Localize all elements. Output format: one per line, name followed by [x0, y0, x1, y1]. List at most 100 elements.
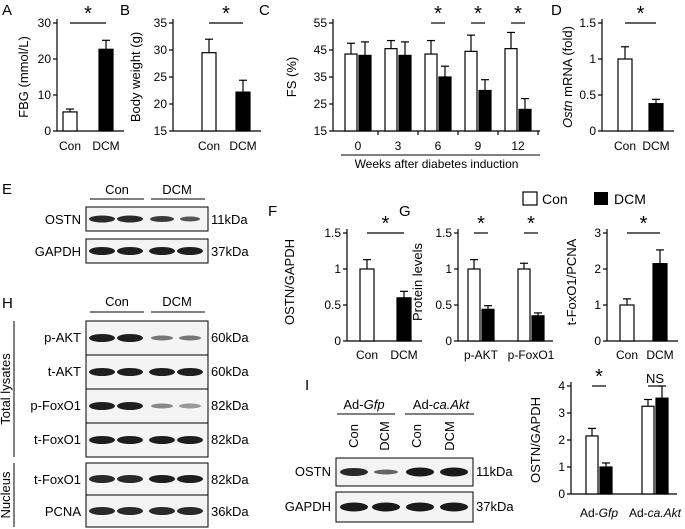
blot-band [179, 403, 201, 409]
y-tick-label: 4 [558, 379, 565, 393]
y-tick-label: 3 [558, 406, 565, 420]
significance-label: * [84, 3, 92, 25]
blot-band [150, 216, 174, 222]
panel-letter-c: C [259, 2, 270, 19]
chart-bar [62, 111, 78, 132]
blot-band [179, 335, 201, 341]
y-axis-label: Body weight (g) [128, 32, 143, 122]
blot-h: Con DCM p-AKT t-AKT p-FoxO1 t-FoxO1 t-Fo… [0, 294, 249, 528]
chart-bar [478, 89, 492, 132]
significance-label: * [637, 3, 645, 25]
y-axis-label: t-FoxO1/PCNA [564, 238, 579, 325]
blot-band [89, 368, 115, 376]
blot-band [340, 502, 368, 512]
chart-bar [98, 48, 114, 132]
chart-bar [344, 53, 358, 132]
significance-label: NS [646, 371, 664, 386]
blot-band [340, 468, 368, 476]
blot-band [89, 334, 115, 342]
y-tick-label: 45 [314, 43, 328, 57]
y-tick-label: 1 [445, 262, 452, 276]
blot-h-label: t-FoxO1 [34, 432, 81, 447]
y-tick-label: 0.5 [435, 298, 452, 312]
chart-bar [398, 54, 412, 132]
blot-band [149, 368, 175, 376]
chart-bar [655, 397, 669, 495]
panel-letter-d: D [551, 2, 562, 19]
y-tick-label: 30 [154, 43, 168, 57]
chart-bar [384, 48, 398, 132]
blot-band [149, 475, 175, 483]
y-tick-label: 1 [594, 298, 601, 312]
y-tick-label: 0 [594, 334, 601, 348]
category-label: Ad-Gfp [580, 506, 618, 520]
blot-h-kda: 82kDa [211, 472, 249, 487]
chart-bar [648, 103, 664, 132]
y-tick-label: 55 [314, 16, 328, 30]
blot-band [149, 436, 175, 444]
chart-bar [235, 91, 251, 132]
blot-e-label-gapdh: GAPDH [35, 244, 81, 259]
blot-band [89, 402, 115, 410]
chart-bar [518, 108, 532, 132]
y-tick-label: 0.5 [579, 88, 596, 102]
category-label: Ad-ca.Akt [629, 506, 682, 520]
chart-bar [201, 52, 217, 132]
chart-bar [517, 268, 531, 342]
blot-e: Con DCM OSTN GAPDH 11kDa 37kDa [35, 182, 249, 264]
chart-bar [599, 466, 613, 495]
blot-band [374, 469, 398, 475]
legend-swatch-dcm [594, 192, 608, 205]
blot-i-label-ostn: OSTN [295, 464, 331, 479]
blot-i-lane-label: DCM [377, 421, 392, 451]
chart-bar [396, 297, 412, 342]
y-tick-label: 15 [314, 124, 328, 138]
y-axis-label: OSTN/GAPDH [528, 397, 543, 483]
y-tick-label: 35 [154, 16, 168, 30]
blot-i-kda-gapdh: 37kDa [476, 499, 514, 514]
category-label: DCM [646, 348, 673, 362]
x-axis-label: Weeks after diabetes induction [355, 157, 519, 171]
chart-bar [641, 405, 655, 495]
blot-band [117, 475, 143, 483]
y-tick-label: 15 [154, 124, 168, 138]
y-tick-label: 1 [558, 460, 565, 474]
y-tick-label: 0 [334, 334, 341, 348]
category-label: DCM [642, 139, 669, 153]
blot-e-kda-gapdh: 37kDa [211, 244, 249, 259]
category-label: DCM [92, 139, 119, 153]
blot-band [149, 247, 175, 255]
significance-label: * [477, 213, 485, 235]
y-tick-label: 25 [314, 97, 328, 111]
blot-e-group-con: Con [105, 182, 129, 197]
significance-label: * [595, 366, 603, 388]
chart-bar [504, 48, 518, 132]
blot-band [89, 215, 115, 223]
chart-bar [617, 58, 633, 132]
blot-band [440, 502, 468, 512]
blot-band [117, 215, 143, 223]
blot-band [177, 368, 203, 376]
category-label: p-AKT [464, 348, 499, 362]
panel-letter-b: B [120, 2, 130, 19]
y-tick-label: 20 [38, 52, 52, 66]
blot-band [406, 467, 434, 477]
panel-letter-g: G [399, 203, 411, 220]
blot-i-kda-ostn: 11kDa [476, 464, 513, 479]
y-tick-label: 0 [558, 487, 565, 501]
legend-swatch-con [522, 191, 538, 206]
blot-band [117, 507, 143, 515]
blot-h-label: PCNA [45, 504, 81, 519]
blot-band [89, 507, 115, 515]
category-label: DCM [390, 348, 417, 362]
panel-letter-a: A [2, 2, 12, 19]
blot-h-kda: 36kDa [211, 504, 249, 519]
y-tick-label: 0 [44, 124, 51, 138]
chart-bar [424, 53, 438, 132]
blot-band [117, 334, 143, 342]
blot-i-lane-label: Con [346, 424, 361, 448]
blot-band [177, 507, 203, 515]
blot-band [89, 436, 115, 444]
